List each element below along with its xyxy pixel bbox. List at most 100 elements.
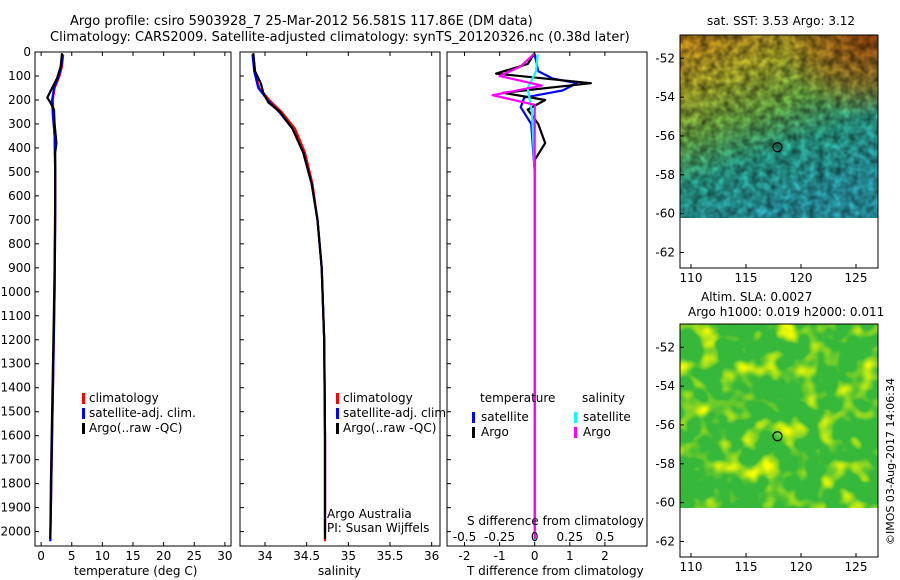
series-line-argo [46,53,64,539]
y-tick-label: 1800 [0,477,31,491]
map-x-tick-label: 115 [735,560,758,574]
x-tick-label: 34 [257,549,272,563]
difference-panel: -2 -1 0 1 2 -0.5 -0.25 0 0.25 0.5 temperature salin… [446,51,648,563]
map-y-tick-label: -60 [655,207,675,221]
x-tick-label: -2 [459,549,471,563]
map-y-tick-label: -58 [655,457,675,471]
legend-label: climatology [343,391,413,405]
legend-label: satellite-adj. clim. [89,406,196,420]
x-tick-label: 0 [531,549,539,563]
legend-swatch [336,393,339,404]
x-tick-label: 20 [156,549,171,563]
map-x-tick-label: 115 [735,271,758,285]
salinity-axes-frame [239,51,441,547]
y-tick-label: 1200 [0,333,31,347]
legend-label: satellite [583,410,631,424]
argo-location-marker [772,142,783,153]
y-tick-label: 800 [8,237,31,251]
sla-map-title-line2: Argo h1000: 0.019 h2000: 0.011 [688,305,885,319]
x-tick-label: 35.5 [377,549,404,563]
s-tick-label: -0.5 [453,530,476,544]
series-line-argo [252,53,327,539]
x-tick-label: 35 [341,549,356,563]
map-y-tick-label: -60 [655,496,675,510]
figure-title-line1: Argo profile: csiro 5903928_7 25-Mar-201… [70,14,533,29]
legend-label: Argo(..raw -QC) [89,421,182,435]
sla-map-title-line1: Altim. SLA: 0.0027 [701,290,813,304]
y-tick-label: 1500 [0,405,31,419]
x-tick-label: 2 [601,549,609,563]
y-tick-label: 700 [8,213,31,227]
argo-location-marker [772,431,783,442]
map-y-tick-label: -58 [655,168,675,182]
temperature-panel: 0 5 10 15 20 25 300100200300400500600700800900… [0,45,232,563]
temperature-xlabel: temperature (deg C) [74,564,198,578]
x-tick-label: 15 [125,549,140,563]
legend-swatch [82,393,85,404]
x-tick-label: 36 [424,549,439,563]
pi-text: PI: Susan Wijffels [327,521,430,535]
x-tick-label: 1 [566,549,574,563]
map-x-tick-label: 110 [680,271,703,285]
legend-label: Argo [583,425,611,439]
x-tick-label: 25 [187,549,202,563]
map-x-tick-label: 120 [790,560,813,574]
difference-xlabel-top: S difference from climatology [467,514,644,528]
temperature-axes-frame [34,51,232,547]
map-y-tick-label: -52 [655,340,675,354]
y-tick-label: 1000 [0,285,31,299]
legend-label: climatology [89,391,159,405]
y-tick-label: 500 [8,165,31,179]
difference-xlabel: T difference from climatology [467,564,644,578]
map-y-tick-label: -62 [655,245,675,259]
sst-map-panel: 110 115 120 125 -52 -54 -56 -58 -60 -62 [655,34,879,285]
x-tick-label: 30 [217,549,232,563]
y-tick-label: 2000 [0,525,31,539]
legend-swatch [82,423,85,434]
y-tick-label: 0 [23,45,31,59]
y-tick-label: 1700 [0,453,31,467]
salinity-xlabel: salinity [318,564,362,578]
legend-swatch [336,423,339,434]
y-tick-label: 400 [8,141,31,155]
map-x-tick-label: 120 [790,271,813,285]
sla-map-frame [679,323,879,558]
figure-title-line2: Climatology: CARS2009. Satellite-adjuste… [50,30,630,45]
y-tick-label: 1600 [0,429,31,443]
y-tick-label: 900 [8,261,31,275]
series-line-s-argo [491,52,543,539]
sla-texture [680,324,878,508]
legend-swatch [336,408,339,419]
legend-title-salinity: salinity [582,391,625,405]
credit-text: Argo Australia [327,507,412,521]
sst-map-title: sat. SST: 3.53 Argo: 3.12 [707,14,856,28]
s-tick-label: 0.5 [595,530,614,544]
map-y-tick-label: -56 [655,418,675,432]
s-tick-label: 0 [531,530,539,544]
x-tick-label: 34.5 [293,549,320,563]
map-y-tick-label: -62 [655,534,675,548]
y-tick-label: 1300 [0,357,31,371]
x-tick-label: 0 [37,549,45,563]
timestamp-stamp: ©IMOS 03-Aug-2017 14:06:34 [884,378,897,545]
legend-label: Argo [481,425,509,439]
y-tick-label: 600 [8,189,31,203]
map-y-tick-label: -56 [655,129,675,143]
sst-map-frame [679,34,879,269]
legend-swatch [82,408,85,419]
s-tick-label: -0.25 [484,530,515,544]
map-x-tick-label: 125 [845,271,868,285]
legend-swatch [472,427,475,438]
difference-axes-frame [446,51,648,547]
y-tick-label: 1400 [0,381,31,395]
s-tick-label: 0.25 [556,530,583,544]
map-y-tick-label: -54 [655,379,675,393]
x-tick-label: 5 [68,549,76,563]
map-y-tick-label: -54 [655,90,675,104]
sla-map-panel: 110 115 120 125 -52 -54 -56 -58 -60 -62 [655,323,879,574]
x-tick-label: -1 [494,549,506,563]
legend-swatch [574,412,577,423]
legend-title-temperature: temperature [480,391,555,405]
legend-swatch [472,412,475,423]
